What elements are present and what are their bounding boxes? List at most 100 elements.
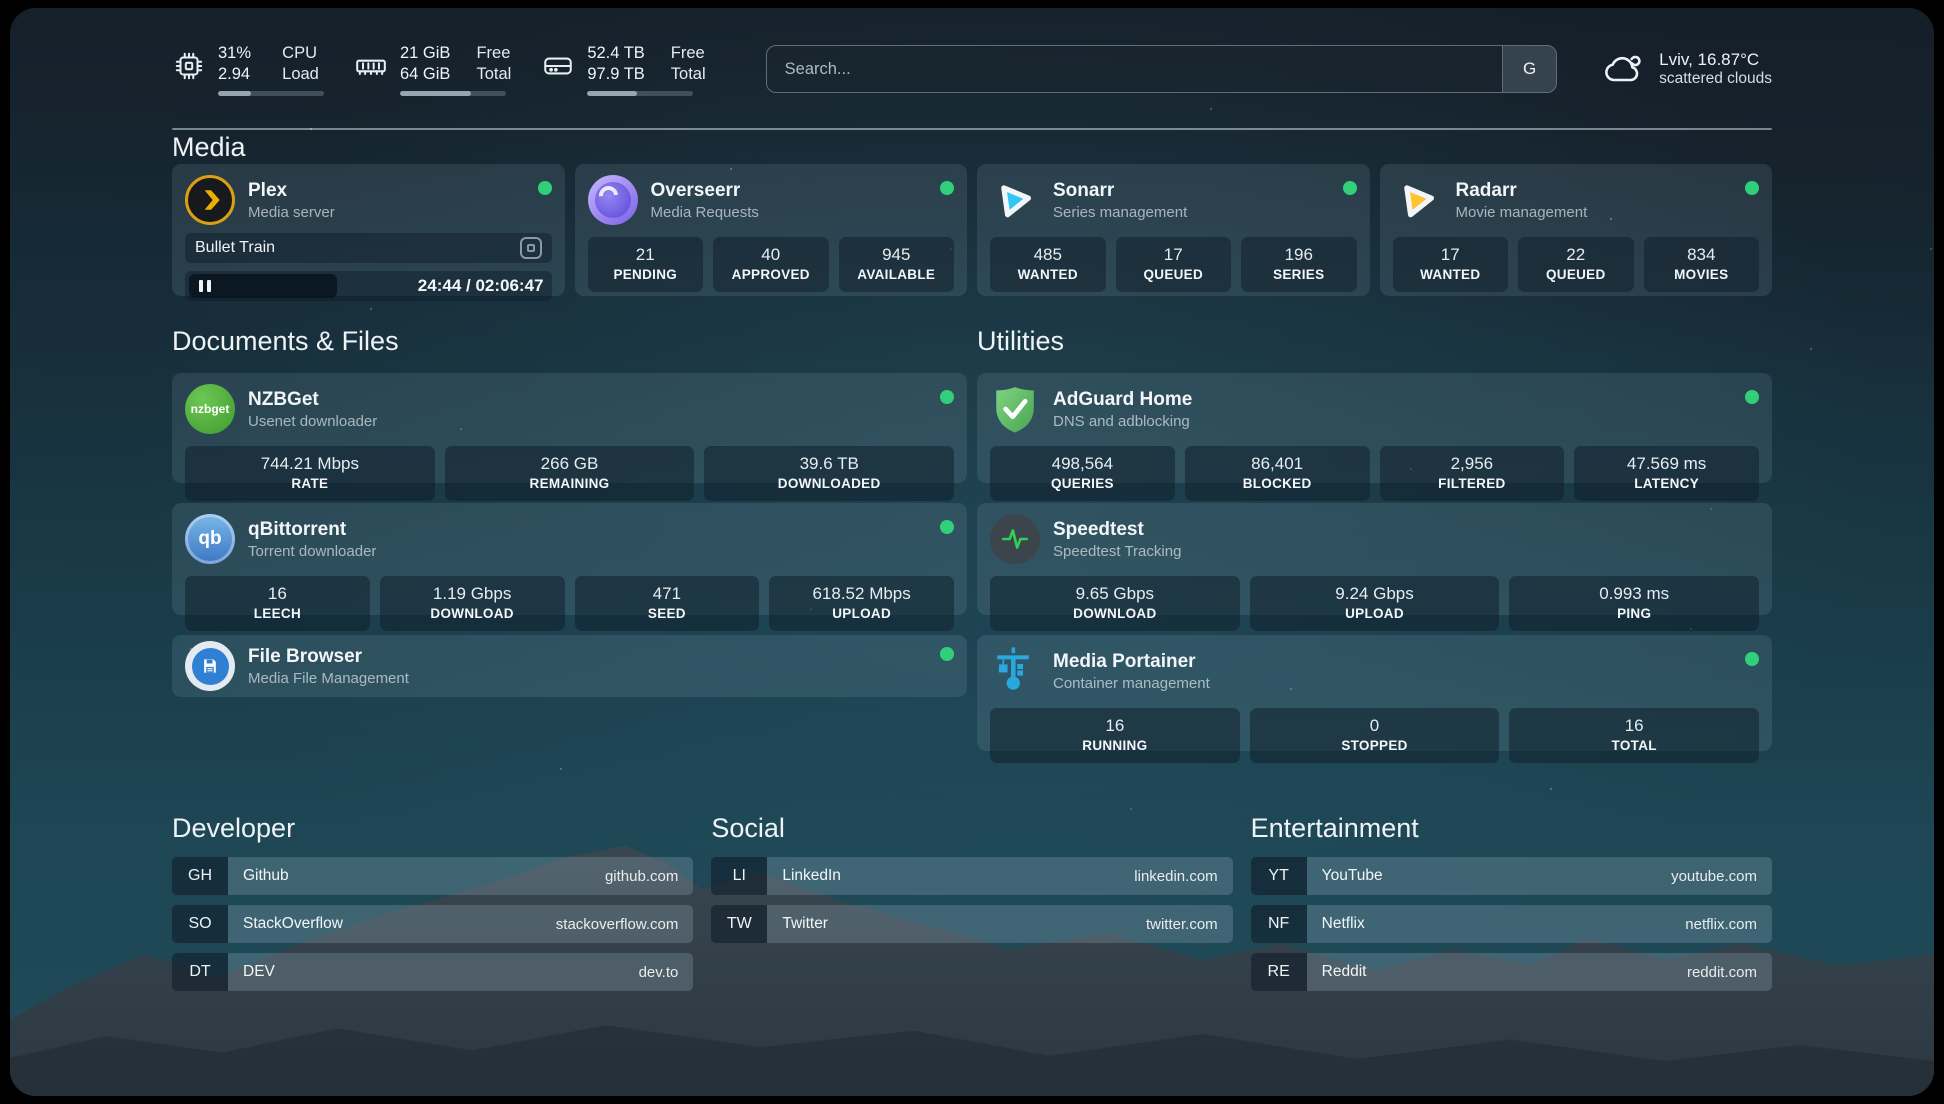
stat-label: UPLOAD [1345,606,1404,621]
stat-label: FILTERED [1438,476,1506,491]
bookmark-abbr: SO [172,905,228,943]
service-card-radarr[interactable]: Radarr Movie management 17 WANTED 22 QUE… [1379,164,1772,296]
bookmark-dev[interactable]: DT DEV dev.to [172,953,694,991]
stat-box: 471 SEED [574,576,760,631]
bookmark-reddit[interactable]: RE Reddit reddit.com [1250,953,1772,991]
stat-value: 834 [1687,245,1716,264]
service-card-adguard[interactable]: AdGuard Home DNS and adblocking 498,564 … [977,373,1772,501]
player-row: 24:44 / 02:06:47 [185,271,552,301]
service-card-portainer[interactable]: Media Portainer Container management 16 … [977,635,1772,763]
bookmark-url: stackoverflow.com [555,915,679,933]
stat-box: 0.993 ms PING [1509,576,1760,631]
memory-total-label: Total [476,64,512,83]
service-card-nzbget[interactable]: nzbget NZBGet Usenet downloader 744.21 M… [172,373,967,501]
dashboard-frame: 31% CPU 2.94 Load 21 GiB Free [10,8,1934,1096]
pause-button[interactable] [189,274,337,298]
search-bar: G [765,45,1558,93]
stat-box: 498,564 QUERIES [990,446,1175,501]
stat-box: 196 SERIES [1241,237,1357,292]
stat-label: WANTED [1017,267,1078,282]
bookmark-abbr: LI [711,857,768,895]
header-divider [172,128,1772,130]
stat-value: 196 [1284,245,1313,264]
stat-value: 2,956 [1450,454,1494,473]
stat-value: 86,401 [1251,454,1304,473]
disk-free-label: Free [670,43,705,62]
stat-label: QUERIES [1050,476,1114,491]
service-card-plex[interactable]: Plex Media server Bullet Train 24:44 / 0… [172,164,565,301]
status-online-dot [1342,181,1357,195]
stat-label: DOWNLOAD [430,606,514,621]
section-title-media: Media [172,132,246,162]
stat-box: 1.19 Gbps DOWNLOAD [379,576,565,631]
service-title: File Browser [248,645,363,667]
service-title: Sonarr [1053,179,1115,201]
stat-box: 945 AVAILABLE [838,237,954,292]
stat-box: 485 WANTED [990,237,1106,292]
status-online-dot [940,181,954,195]
bookmark-twitter[interactable]: TW Twitter twitter.com [711,905,1233,943]
night-sky-background [10,8,1934,1096]
search-input[interactable] [766,46,1503,92]
stat-value: 22 [1566,245,1586,264]
stat-label: UPLOAD [832,606,892,621]
service-card-sonarr[interactable]: Sonarr Series management 485 WANTED 17 Q… [977,164,1370,296]
search-engine-button[interactable]: G [1502,46,1557,92]
bookmark-abbr: RE [1250,953,1307,991]
service-subtitle: Movie management [1455,203,1588,221]
service-title: qBittorrent [248,518,347,540]
service-card-filebrowser[interactable]: File Browser Media File Management [172,635,967,697]
service-title: Radarr [1455,179,1517,201]
service-card-overseerr[interactable]: Overseerr Media Requests 21 PENDING 40 A… [574,164,967,296]
memory-icon [356,59,386,75]
section-title-documents: Documents & Files [172,326,399,356]
stat-value: 945 [882,245,911,264]
status-online-dot [940,647,954,661]
bookmark-stackoverflow[interactable]: SO StackOverflow stackoverflow.com [172,905,694,943]
bookmark-youtube[interactable]: YT YouTube youtube.com [1250,857,1772,895]
memory-progress-bar [400,90,506,96]
section-title-utilities: Utilities [977,326,1065,356]
stat-label: STOPPED [1341,738,1408,753]
session-view-icon[interactable] [519,237,542,259]
bookmark-url: linkedin.com [1134,867,1218,885]
bookmark-linkedin[interactable]: LI LinkedIn linkedin.com [711,857,1233,895]
overseerr-logo-icon [587,175,638,225]
bookmark-netflix[interactable]: NF Netflix netflix.com [1250,905,1772,943]
stat-label: PENDING [613,267,678,282]
filebrowser-logo-icon [185,641,235,691]
status-online-dot [1745,181,1759,195]
bookmark-name: DEV [243,963,275,980]
disk-progress-bar [587,90,694,96]
bookmark-abbr: YT [1250,857,1307,895]
cpu-load-label: Load [282,64,319,83]
status-online-dot [940,390,954,404]
service-title: NZBGet [248,388,319,410]
stat-value: 485 [1033,245,1062,264]
bookmark-github[interactable]: GH Github github.com [172,857,694,895]
memory-free-label: Free [476,43,511,62]
memory-total-value: 64 GiB [400,64,451,83]
portainer-logo-icon [990,646,1040,696]
stat-value: 21 [635,245,655,264]
stat-box: 0 STOPPED [1249,708,1500,763]
sonarr-logo-icon [990,175,1040,225]
section-title-entertainment: Entertainment [1250,813,1419,843]
stat-value: 47.569 ms [1626,454,1707,473]
cloud-icon [1605,55,1641,82]
service-card-speedtest[interactable]: Speedtest Speedtest Tracking 9.65 Gbps D… [977,503,1772,631]
service-title: Speedtest [1053,518,1144,540]
stat-label: MOVIES [1674,267,1729,282]
service-subtitle: Speedtest Tracking [1053,542,1182,560]
stat-label: AVAILABLE [857,267,936,282]
service-subtitle: Media File Management [248,669,409,687]
service-card-qbittorrent[interactable]: qb qBittorrent Torrent downloader 16 LEE… [172,503,967,631]
playback-time: 24:44 / 02:06:47 [417,276,544,295]
bookmark-name: Reddit [1321,963,1367,980]
weather-widget: Lviv, 16.87°C scattered clouds [1601,49,1772,89]
service-subtitle: Torrent downloader [248,542,377,560]
plex-logo-icon [185,175,235,225]
service-subtitle: Media Requests [650,203,759,221]
stat-box: 16 LEECH [185,576,370,631]
disk-total-value: 97.9 TB [587,64,645,83]
